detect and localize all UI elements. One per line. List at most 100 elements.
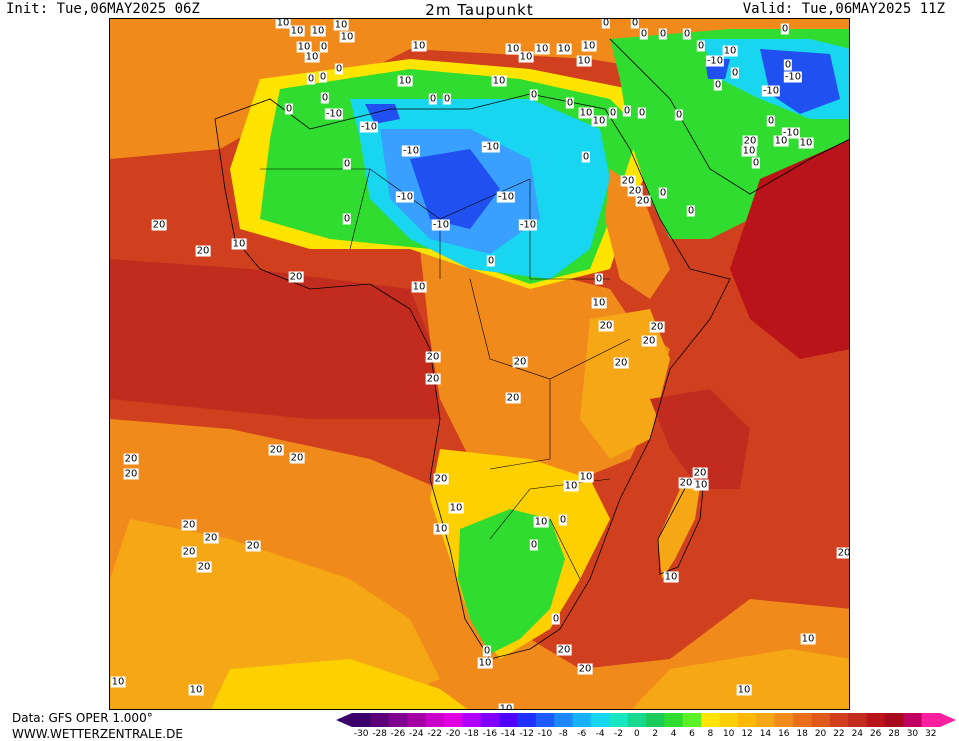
scale-tick-label: -22 bbox=[427, 729, 443, 739]
scale-tick-label: -18 bbox=[464, 729, 479, 739]
contour-label: 0 bbox=[529, 89, 539, 101]
contour-label: 0 bbox=[639, 28, 649, 40]
contour-label: 10 bbox=[576, 55, 592, 67]
contour-label: 0 bbox=[696, 40, 706, 52]
scale-tick-label: -16 bbox=[482, 729, 498, 739]
contour-label: 20 bbox=[288, 271, 304, 283]
scale-tick-label: 22 bbox=[833, 729, 845, 739]
contour-label: 10 bbox=[397, 75, 413, 87]
scale-swatch bbox=[737, 713, 757, 727]
contour-label: 10 bbox=[339, 31, 355, 43]
contour-label: 20 bbox=[245, 540, 261, 552]
contour-label: 0 bbox=[486, 255, 496, 267]
contour-label: 20 bbox=[598, 320, 614, 332]
contour-label: 0 bbox=[306, 73, 316, 85]
contour-label: 10 bbox=[110, 676, 126, 688]
contour-label: 0 bbox=[783, 59, 793, 71]
contour-label: -10 bbox=[783, 71, 803, 83]
contour-label: 10 bbox=[581, 40, 597, 52]
scale-swatch bbox=[627, 713, 647, 727]
contour-label: 0 bbox=[780, 23, 790, 35]
scale-swatch bbox=[866, 713, 886, 727]
scale-swatch bbox=[590, 713, 610, 727]
contour-label: 10 bbox=[591, 297, 607, 309]
arabia-coastline bbox=[609, 38, 849, 195]
scale-swatch bbox=[646, 713, 665, 727]
contour-label: 0 bbox=[334, 63, 344, 75]
contour-label: 20 bbox=[268, 444, 284, 456]
contour-label: 20 bbox=[433, 473, 449, 485]
contour-label: 0 bbox=[658, 187, 668, 199]
scale-swatch bbox=[499, 713, 518, 727]
scale-tick-label: 0 bbox=[633, 729, 640, 739]
scale-swatch bbox=[370, 713, 390, 727]
contour-label: 10 bbox=[296, 41, 312, 53]
scale-swatch bbox=[829, 713, 849, 727]
contour-label: 20 bbox=[123, 468, 139, 480]
contour-label: 20 bbox=[692, 467, 708, 479]
contour-label: -10 bbox=[496, 191, 516, 203]
contour-label: 0 bbox=[428, 93, 438, 105]
contour-label: 20 bbox=[577, 663, 593, 675]
scale-swatch bbox=[701, 713, 720, 727]
contour-label: 20 bbox=[556, 644, 572, 656]
contour-label: 0 bbox=[565, 97, 575, 109]
contour-label: 20 bbox=[627, 185, 643, 197]
contour-label: 0 bbox=[622, 105, 632, 117]
contour-label: 10 bbox=[310, 25, 326, 37]
contour-label: 10 bbox=[304, 51, 320, 63]
scale-tick-label: -30 bbox=[353, 729, 369, 739]
southern-africa-green bbox=[458, 509, 565, 654]
contour-label: -10 bbox=[324, 108, 344, 120]
scale-swatch bbox=[407, 713, 426, 727]
contour-label: -10 bbox=[705, 55, 725, 67]
contour-label: -10 bbox=[481, 141, 501, 153]
scale-swatch bbox=[517, 713, 537, 727]
contour-label: 20 bbox=[505, 392, 521, 404]
scale-swatch bbox=[535, 713, 555, 727]
contour-label: 0 bbox=[529, 539, 539, 551]
contour-label: 10 bbox=[231, 238, 247, 250]
color-scale: -30 -28 -26 -24 -22 -20 -18 -16 -14 -12 -10 -8 -6 -4-… bbox=[336, 712, 958, 739]
contour-label: 0 bbox=[686, 205, 696, 217]
scale-swatch bbox=[609, 713, 629, 727]
valid-time: Valid: Tue,06MAY2025 11Z bbox=[742, 1, 945, 17]
contour-label: 10 bbox=[533, 516, 549, 528]
contour-label: 0 bbox=[342, 158, 352, 170]
contour-label: 20 bbox=[289, 452, 305, 464]
contour-label: 20 bbox=[678, 477, 694, 489]
map-fields bbox=[110, 19, 849, 709]
contour-label: 10 bbox=[518, 51, 534, 63]
scale-tick-label: 16 bbox=[778, 729, 790, 739]
indian-ocean-amber bbox=[631, 649, 849, 709]
contour-label: 20 bbox=[620, 175, 636, 187]
east-africa-amber bbox=[580, 309, 670, 459]
contour-label: 20 bbox=[635, 195, 651, 207]
africa-coastline bbox=[214, 93, 731, 660]
scale-swatch bbox=[793, 713, 812, 727]
contour-label: 0 bbox=[658, 28, 668, 40]
scale-tick-label: 6 bbox=[689, 729, 695, 739]
contour-label: 0 bbox=[682, 28, 692, 40]
scale-swatch bbox=[554, 713, 573, 727]
contour-label: 20 bbox=[425, 351, 441, 363]
contour-label: 10 bbox=[693, 479, 709, 491]
scale-swatch bbox=[682, 713, 702, 727]
contour-label: 10 bbox=[289, 25, 305, 37]
contour-label: 0 bbox=[284, 103, 294, 115]
contour-label: 0 bbox=[630, 18, 640, 29]
country-borders bbox=[260, 168, 631, 580]
scale-swatch bbox=[425, 713, 445, 727]
contour-label: -10 bbox=[401, 145, 421, 157]
scale-swatch bbox=[572, 713, 592, 727]
contour-label: 10 bbox=[773, 135, 789, 147]
contour-label: 20 bbox=[181, 519, 197, 531]
scale-swatch bbox=[884, 713, 904, 727]
website-credit: WWW.WETTERZENTRALE.DE bbox=[12, 727, 183, 741]
contour-label: 10 bbox=[477, 657, 493, 669]
contour-label: 10 bbox=[741, 145, 757, 157]
scale-tick-label: 30 bbox=[906, 729, 919, 739]
scale-swatch bbox=[756, 713, 776, 727]
scale-tick-label: -6 bbox=[577, 729, 587, 739]
south-yellow-band bbox=[210, 659, 468, 709]
